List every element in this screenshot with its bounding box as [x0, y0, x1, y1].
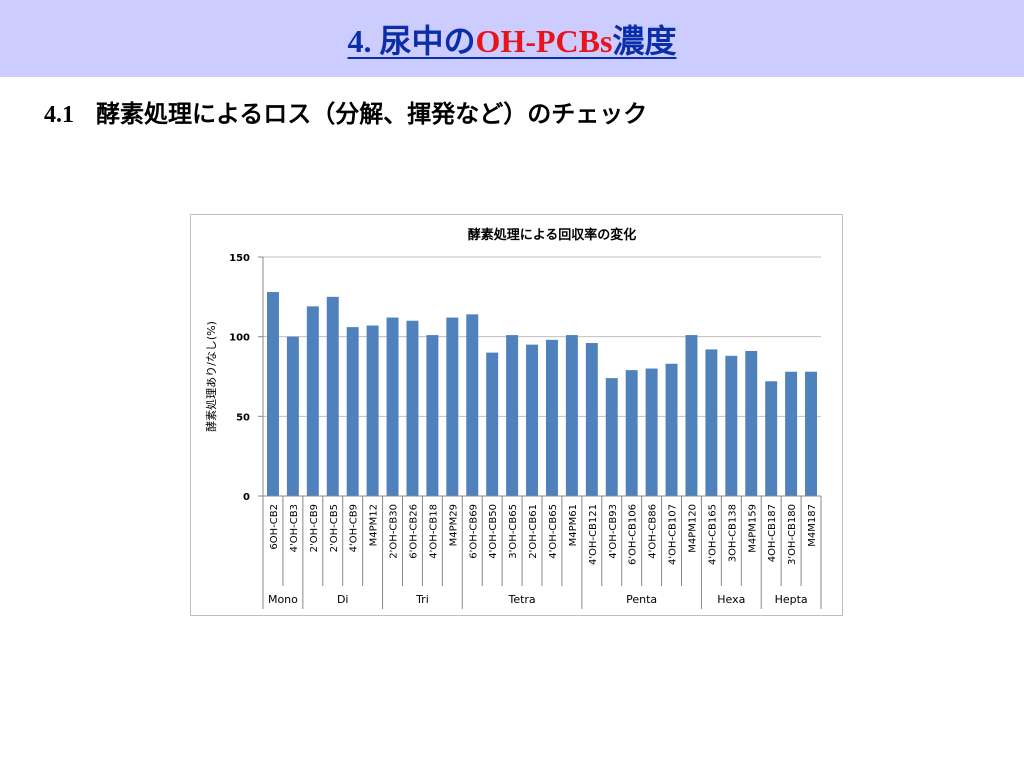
group-label: Mono [268, 593, 298, 606]
group-label: Hexa [717, 593, 745, 606]
category-label: 2'OH-CB9 [309, 504, 320, 552]
title-bar: 4. 尿中のOH-PCBs濃度 [0, 0, 1024, 77]
title-number: 4. [347, 22, 372, 59]
y-tick-label: 150 [229, 253, 250, 264]
category-label: 3'OH-CB65 [508, 504, 519, 559]
category-label: M4PM29 [448, 504, 459, 546]
title-suffix: 濃度 [612, 22, 677, 59]
category-label: 4'OH-CB121 [588, 504, 599, 565]
bar-3'OH-CB180 [785, 371, 798, 496]
bar-3OH-CB138 [725, 355, 738, 496]
category-label: 4'OH-CB86 [648, 504, 659, 559]
bar-M4PM61 [565, 335, 578, 496]
category-label: 4'OH-CB93 [608, 504, 619, 559]
bar-4'OH-CB121 [585, 343, 598, 496]
bar-M4PM29 [446, 317, 459, 496]
group-label: Penta [626, 593, 657, 606]
category-label: 4'OH-CB165 [707, 504, 718, 565]
category-label: 3OH-CB138 [727, 504, 738, 562]
bar-4'OH-CB107 [665, 363, 678, 496]
category-label: M4PM12 [369, 504, 380, 546]
category-label: M4M187 [807, 504, 818, 547]
bar-4'OH-CB50 [486, 352, 499, 496]
group-label: Hepta [775, 593, 808, 606]
bar-3'OH-CB65 [506, 335, 519, 496]
chart-title: 酵素処理による回収率の変化 [468, 227, 637, 243]
bar-4'OH-CB65 [545, 339, 558, 496]
bar-6OH-CB2 [266, 292, 279, 496]
bar-M4PM159 [745, 351, 758, 496]
bar-M4PM12 [366, 325, 379, 496]
category-label: 4'OH-CB3 [289, 504, 300, 552]
bar-6'OH-CB69 [466, 314, 479, 496]
category-label: 3'OH-CB180 [787, 504, 798, 565]
y-tick-label: 0 [243, 492, 250, 503]
title-accent: OH-PCBs [475, 22, 613, 59]
bar-2'OH-CB5 [326, 296, 339, 496]
title-prefix: 尿中の [379, 22, 476, 59]
group-label: Tetra [507, 593, 535, 606]
bar-6'OH-CB106 [625, 370, 638, 496]
slide-title: 4. 尿中のOH-PCBs濃度 [348, 16, 677, 62]
y-tick-label: 50 [236, 412, 250, 423]
category-label: 6'OH-CB26 [408, 504, 419, 559]
group-label: Tri [415, 593, 429, 606]
bar-M4M187 [805, 371, 818, 496]
y-axis-label: 酵素処理あり/なし(%) [205, 321, 218, 432]
category-label: 4'OH-CB65 [548, 504, 559, 559]
bar-chart: 酵素処理による回収率の変化 0 50 100 150 酵素処理あり/なし(%) 6OH-CB… [205, 227, 822, 609]
category-label: 6'OH-CB69 [468, 504, 479, 559]
category-label: 2'OH-CB5 [329, 504, 340, 552]
section-title: 酵素処理によるロス（分解、揮発など）のチェック [96, 100, 648, 128]
category-label: 4'OH-CB107 [668, 504, 679, 565]
category-label: 4'OH-CB18 [428, 504, 439, 559]
category-label: M4PM61 [568, 504, 579, 546]
bar-4'OH-CB165 [705, 349, 718, 496]
bar-4'OH-CB18 [426, 335, 439, 496]
category-label: 4'OH-CB9 [349, 504, 360, 552]
category-label: 6OH-CB2 [269, 504, 280, 550]
category-label: 2'OH-CB30 [389, 504, 400, 559]
section-number: 4.1 [44, 102, 74, 128]
category-label: M4PM120 [687, 504, 698, 553]
bar-2'OH-CB9 [306, 306, 319, 496]
section-heading: 4.1 酵素処理によるロス（分解、揮発など）のチェック [44, 94, 647, 129]
bar-4'OH-CB3 [286, 336, 299, 496]
bar-4'OH-CB9 [346, 327, 359, 496]
chart-frame: 酵素処理による回収率の変化 0 50 100 150 酵素処理あり/なし(%) 6OH-CB… [190, 214, 843, 616]
bar-4OH-CB187 [765, 381, 778, 496]
category-label: 2'OH-CB61 [528, 504, 539, 559]
category-label: 6'OH-CB106 [628, 504, 639, 565]
bar-2'OH-CB61 [526, 344, 539, 496]
category-label: 4'OH-CB50 [488, 504, 499, 559]
bar-4'OH-CB93 [605, 378, 618, 496]
category-label: M4PM159 [747, 504, 758, 553]
bar-2'OH-CB30 [386, 317, 399, 496]
group-label: Di [337, 593, 349, 606]
bar-M4PM120 [685, 335, 698, 496]
y-tick-label: 100 [229, 333, 250, 344]
category-label: 4OH-CB187 [767, 504, 778, 562]
bar-4'OH-CB86 [645, 368, 658, 496]
bar-6'OH-CB26 [406, 320, 419, 496]
